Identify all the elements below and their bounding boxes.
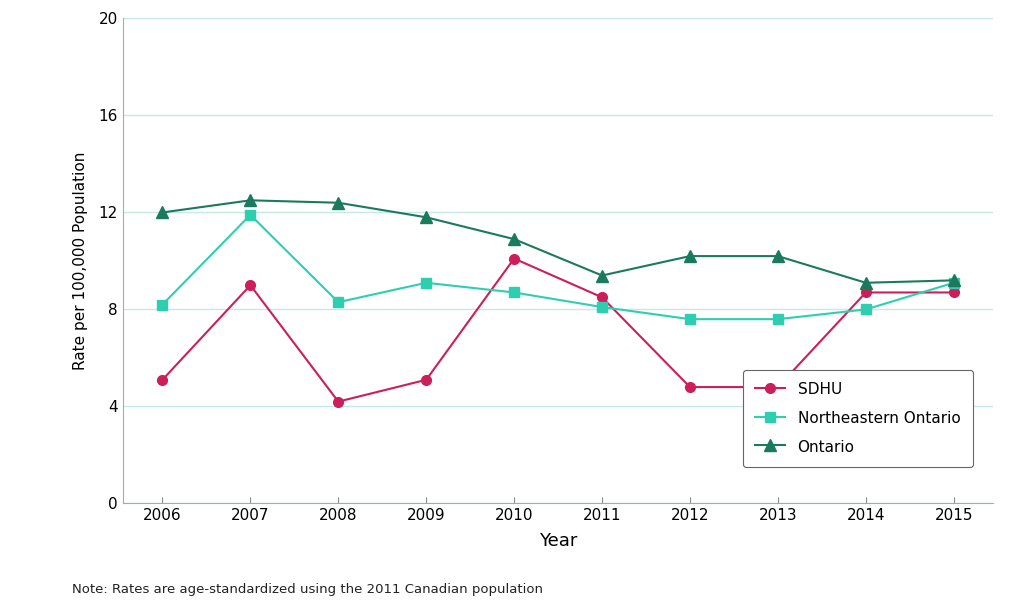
Legend: SDHU, Northeastern Ontario, Ontario: SDHU, Northeastern Ontario, Ontario <box>742 370 973 467</box>
Ontario <box>508 235 520 243</box>
Line: SDHU: SDHU <box>158 254 958 406</box>
Northeastern Ontario <box>508 289 520 296</box>
Line: Northeastern Ontario: Northeastern Ontario <box>158 210 958 324</box>
SDHU <box>508 255 520 262</box>
Northeastern Ontario <box>157 301 169 308</box>
SDHU <box>772 383 784 391</box>
Text: Note: Rates are age-standardized using the 2011 Canadian population: Note: Rates are age-standardized using t… <box>72 583 543 596</box>
SDHU <box>860 289 872 296</box>
Ontario <box>596 272 608 279</box>
Line: Ontario: Ontario <box>157 195 959 289</box>
Northeastern Ontario <box>772 316 784 323</box>
SDHU <box>244 281 256 289</box>
Y-axis label: Rate per 100,000 Population: Rate per 100,000 Population <box>73 152 87 370</box>
Northeastern Ontario <box>596 303 608 311</box>
Ontario <box>772 252 784 260</box>
Northeastern Ontario <box>684 316 696 323</box>
Ontario <box>244 196 256 204</box>
Ontario <box>157 209 169 216</box>
SDHU <box>420 376 432 384</box>
Northeastern Ontario <box>860 306 872 313</box>
X-axis label: Year: Year <box>539 532 578 550</box>
Northeastern Ontario <box>332 298 344 306</box>
Northeastern Ontario <box>947 279 959 287</box>
Northeastern Ontario <box>420 279 432 287</box>
Northeastern Ontario <box>244 211 256 219</box>
Ontario <box>332 199 344 206</box>
Ontario <box>420 214 432 221</box>
SDHU <box>596 293 608 301</box>
SDHU <box>332 398 344 405</box>
Ontario <box>860 279 872 287</box>
SDHU <box>947 289 959 296</box>
SDHU <box>684 383 696 391</box>
Ontario <box>684 252 696 260</box>
Ontario <box>947 277 959 284</box>
SDHU <box>157 376 169 384</box>
